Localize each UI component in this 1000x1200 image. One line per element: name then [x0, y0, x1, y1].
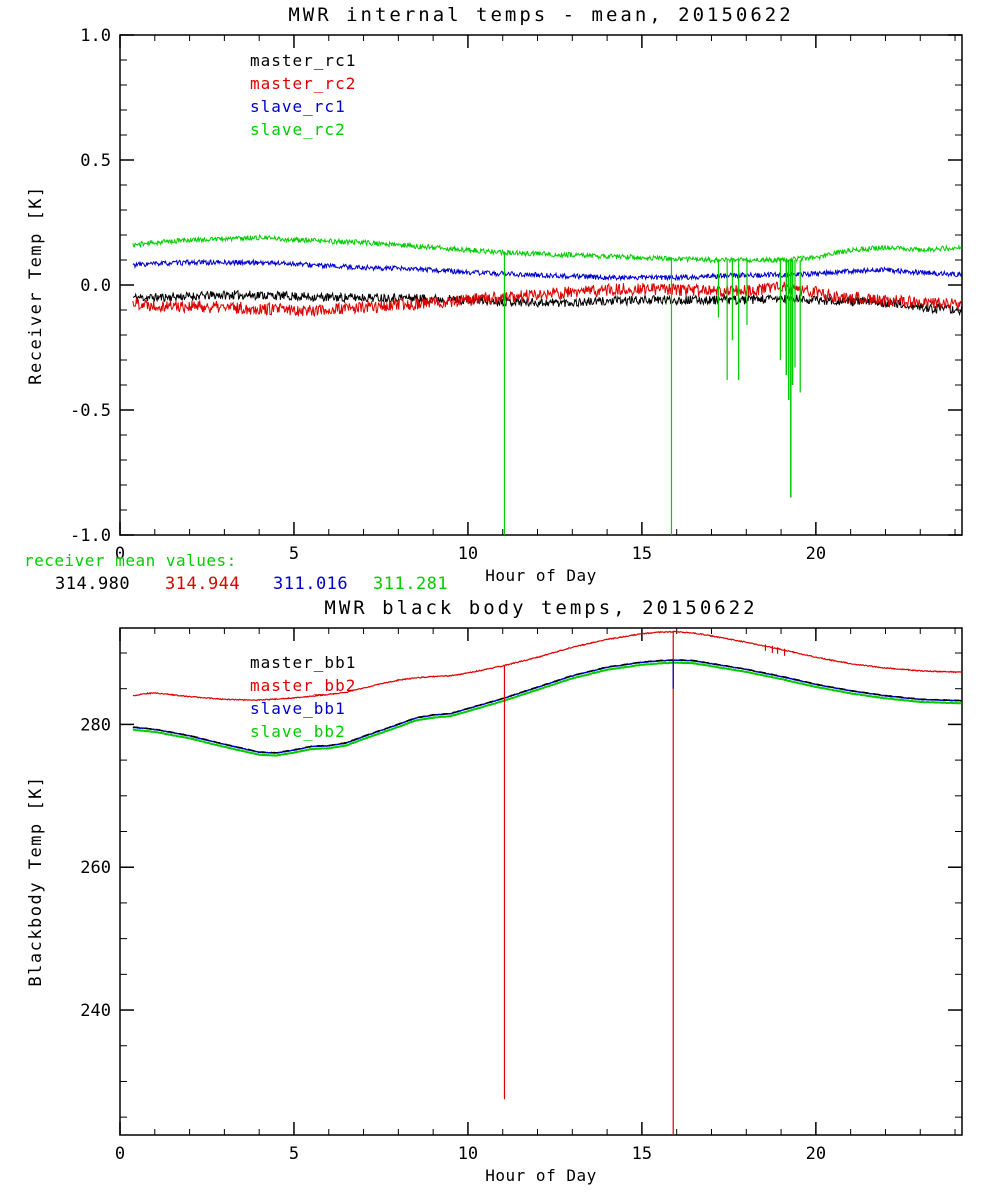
- svg-text:260: 260: [80, 858, 111, 878]
- blackbody-chart-title: MWR black body temps, 20150622: [324, 597, 758, 619]
- svg-text:slave_rc1: slave_rc1: [250, 97, 346, 116]
- mean-value-slave-rc1: 311.016: [273, 574, 349, 594]
- svg-text:5: 5: [289, 544, 299, 564]
- svg-text:-0.5: -0.5: [70, 401, 111, 421]
- receiver-y-axis-label: Receiver Temp [K]: [26, 185, 46, 385]
- blackbody-x-axis-label: Hour of Day: [485, 1166, 597, 1185]
- svg-text:master_rc1: master_rc1: [250, 51, 356, 70]
- svg-text:master_bb1: master_bb1: [250, 653, 356, 672]
- svg-text:-1.0: -1.0: [70, 526, 111, 546]
- svg-text:15: 15: [632, 544, 652, 564]
- svg-text:slave_rc2: slave_rc2: [250, 120, 346, 139]
- svg-text:15: 15: [632, 1144, 652, 1164]
- svg-text:master_rc2: master_rc2: [250, 74, 356, 93]
- svg-text:master_bb2: master_bb2: [250, 676, 356, 695]
- blackbody-y-axis-label: Blackbody Temp [K]: [26, 775, 46, 987]
- receiver-x-axis-label: Hour of Day: [485, 566, 597, 585]
- svg-text:20: 20: [806, 544, 826, 564]
- receiver-means-label: receiver mean values:: [24, 551, 237, 570]
- receiver-chart-title: MWR internal temps - mean, 20150622: [288, 4, 794, 26]
- svg-text:1.0: 1.0: [80, 26, 111, 46]
- svg-text:slave_bb1: slave_bb1: [250, 699, 346, 718]
- svg-text:0.5: 0.5: [80, 151, 111, 171]
- mean-value-slave-rc2: 311.281: [373, 574, 449, 594]
- svg-text:0: 0: [115, 1144, 125, 1164]
- svg-text:0: 0: [115, 544, 125, 564]
- svg-text:5: 5: [289, 1144, 299, 1164]
- svg-text:10: 10: [458, 1144, 478, 1164]
- svg-text:240: 240: [80, 1001, 111, 1021]
- svg-text:280: 280: [80, 715, 111, 735]
- svg-text:20: 20: [806, 1144, 826, 1164]
- mean-value-master-rc1: 314.980: [55, 574, 131, 594]
- svg-text:0.0: 0.0: [80, 276, 111, 296]
- mean-value-master-rc2: 314.944: [165, 574, 241, 594]
- svg-text:slave_bb2: slave_bb2: [250, 722, 346, 741]
- svg-text:10: 10: [458, 544, 478, 564]
